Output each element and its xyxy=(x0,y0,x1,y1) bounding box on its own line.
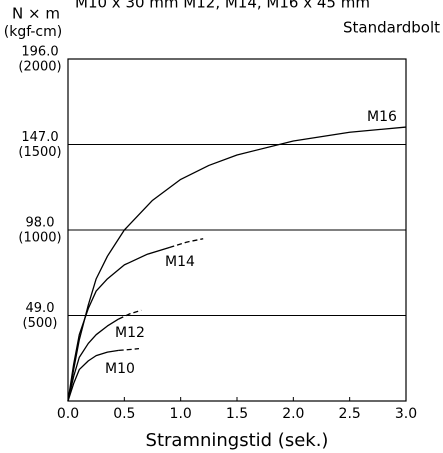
x-tick-label: 1.5 xyxy=(226,406,248,422)
curve xyxy=(67,349,119,402)
x-tick-label: 3.0 xyxy=(395,406,417,422)
y-tick-label: 196.0 xyxy=(21,45,58,60)
x-tick-label: 2.5 xyxy=(339,406,361,422)
y-tick-label: 147.0 xyxy=(21,130,58,145)
y-tick-label: 98.0 xyxy=(26,216,55,231)
series-label: M14 xyxy=(165,254,195,270)
y-tick-label: 49.0 xyxy=(26,301,55,316)
x-tick-label: 0.5 xyxy=(113,406,135,422)
series-label: M16 xyxy=(367,109,397,125)
x-tick-label: 1.0 xyxy=(170,406,192,422)
curve xyxy=(67,126,407,402)
curve-dashed xyxy=(118,348,140,352)
series-label: M10 xyxy=(105,361,135,377)
y-tick-alt-label: (1000) xyxy=(18,231,61,246)
curve-dashed xyxy=(118,309,142,320)
chart-title: M10 x 30 mm M12, M14, M16 x 45 mm xyxy=(75,0,370,12)
curve-dashed xyxy=(169,238,204,249)
x-tick-label: 2.0 xyxy=(282,406,304,422)
chart-subtitle: Standardbolt xyxy=(343,19,440,37)
series-label: M12 xyxy=(115,325,145,341)
y-tick-alt-label: (2000) xyxy=(18,60,61,75)
x-tick-label: 0.0 xyxy=(57,406,79,422)
y-axis-label: N × m xyxy=(12,5,60,23)
y-tick-alt-label: (1500) xyxy=(18,145,61,160)
y-tick-alt-label: (500) xyxy=(23,316,58,331)
x-axis-label: Stramningstid (sek.) xyxy=(146,430,329,451)
y-axis-unit: (kgf-cm) xyxy=(4,24,62,40)
curve xyxy=(67,246,170,402)
curve xyxy=(67,318,120,402)
